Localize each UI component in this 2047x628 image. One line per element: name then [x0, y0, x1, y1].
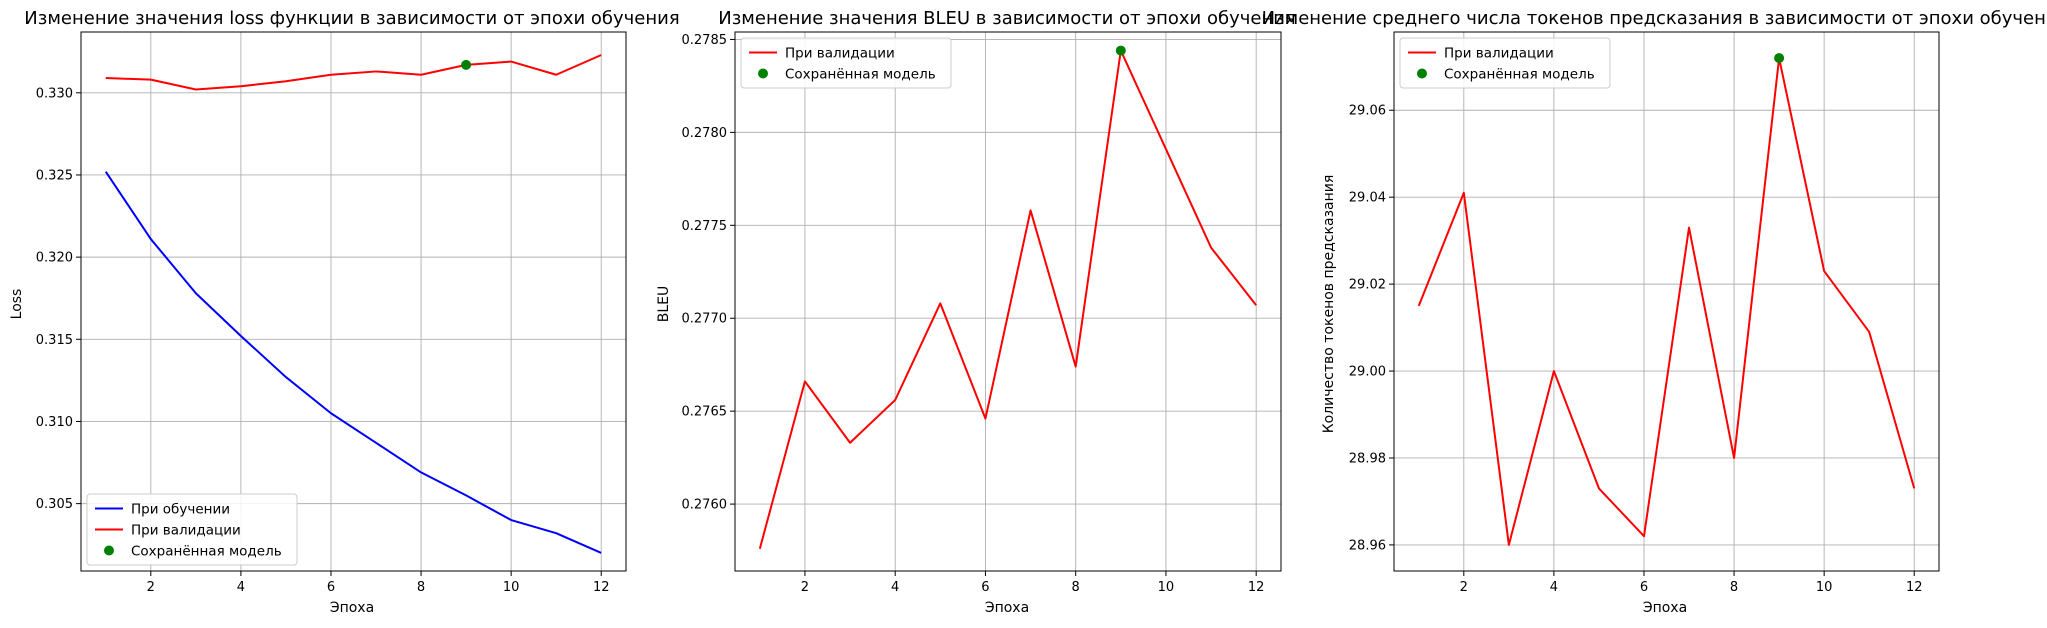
x-axis-label: Эпоха	[330, 600, 374, 616]
x-tick-label: 6	[1640, 580, 1648, 595]
legend: При валидации Сохранённая модель	[740, 37, 952, 89]
y-tick-label: 0.325	[36, 168, 73, 183]
series-line	[1417, 57, 1916, 546]
y-tick-label: 0.2785	[682, 33, 728, 48]
legend-label: При валидации	[785, 46, 895, 62]
x-tick-label: 10	[1158, 580, 1175, 595]
x-tick-label: 4	[891, 580, 899, 595]
series-line	[758, 49, 1257, 549]
legend-label: При обучении	[131, 502, 230, 518]
panel-bleu: Изменение значения BLEU в зависимости от…	[656, 8, 1296, 616]
plot-area-loss: 2 4 6 8 10 12 0.305 0.310 0.315 0.320 0.325 0.330 Пр…	[36, 31, 627, 595]
x-tick-label: 2	[1460, 580, 1468, 595]
y-tick-label: 0.2765	[682, 405, 728, 420]
y-tick-label: 29.00	[1349, 365, 1386, 380]
panel-tokens: Изменение среднего числа токенов предска…	[1262, 8, 2047, 616]
x-tick-label: 12	[1248, 580, 1265, 595]
y-tick-label: 0.2775	[682, 219, 728, 234]
y-tick-label: 0.320	[36, 251, 73, 266]
legend-swatch-dot	[104, 545, 114, 556]
y-axis-label: Количество токенов предсказания	[1321, 175, 1337, 434]
axes-frame	[734, 31, 1282, 572]
y-tick-label: 0.310	[36, 415, 73, 430]
y-tick-label: 0.330	[36, 86, 73, 101]
legend-box	[740, 37, 952, 89]
series-line	[105, 54, 602, 91]
chart-title: Изменение значения BLEU в зависимости от…	[718, 8, 1296, 29]
series-line	[104, 171, 602, 554]
y-tick-label: 28.96	[1349, 538, 1386, 553]
axes-frame	[1393, 31, 1940, 572]
plot-area-tokens: 2 4 6 8 10 12 28.96 28.98 29.00 29.02 29.04 29.06 Пр…	[1349, 31, 1940, 595]
x-axis-label: Эпоха	[1643, 600, 1687, 616]
y-tick-label: 0.2770	[682, 312, 728, 327]
x-tick-label: 12	[1906, 580, 1923, 595]
y-tick-label: 29.06	[1349, 104, 1386, 119]
x-tick-label: 4	[237, 580, 245, 595]
x-tick-label: 2	[801, 580, 809, 595]
saved-model-point	[1115, 45, 1126, 56]
x-tick-label: 8	[417, 580, 425, 595]
x-tick-label: 6	[327, 580, 335, 595]
x-tick-label: 8	[1730, 580, 1738, 595]
legend-swatch-dot	[1417, 68, 1427, 79]
x-tick-label: 10	[1816, 580, 1833, 595]
y-tick-label: 28.98	[1349, 451, 1386, 466]
y-tick-label: 0.2760	[682, 498, 728, 513]
y-tick-label: 0.315	[36, 333, 73, 348]
legend-box	[1399, 37, 1611, 89]
y-axis-label: BLEU	[656, 286, 672, 323]
legend-box	[86, 493, 298, 566]
saved-model-point	[461, 59, 472, 70]
saved-model-point	[1774, 53, 1785, 64]
plot-area-bleu: 2 4 6 8 10 12 0.2760 0.2765 0.2770 0.2775 0.2780 0.…	[682, 31, 1282, 595]
legend-label: При валидации	[131, 523, 241, 539]
x-tick-label: 2	[147, 580, 155, 595]
legend: При обучении При валидации Сохранённая мод…	[86, 493, 298, 566]
x-axis-label: Эпоха	[985, 600, 1029, 616]
legend-label: При валидации	[1444, 46, 1554, 62]
x-tick-label: 12	[593, 580, 610, 595]
y-axis-label: Loss	[9, 289, 25, 320]
legend-swatch-dot	[758, 68, 768, 79]
y-tick-label: 29.02	[1349, 278, 1386, 293]
chart-title: Изменение среднего числа токенов предска…	[1262, 8, 2047, 29]
panel-loss: Изменение значения loss функции в зависи…	[9, 8, 680, 616]
legend-label: Сохранённая модель	[131, 544, 282, 560]
x-tick-label: 8	[1072, 580, 1080, 595]
legend-label: Сохранённая модель	[785, 67, 936, 83]
y-tick-label: 0.2780	[682, 126, 728, 141]
y-tick-label: 0.305	[36, 497, 73, 512]
x-tick-label: 6	[981, 580, 989, 595]
y-tick-label: 29.04	[1349, 191, 1386, 206]
x-tick-label: 10	[503, 580, 520, 595]
x-tick-label: 4	[1550, 580, 1558, 595]
legend-label: Сохранённая модель	[1444, 67, 1595, 83]
chart-title: Изменение значения loss функции в зависи…	[24, 8, 679, 29]
legend: При валидации Сохранённая модель	[1399, 37, 1611, 89]
axes-frame	[80, 31, 627, 572]
